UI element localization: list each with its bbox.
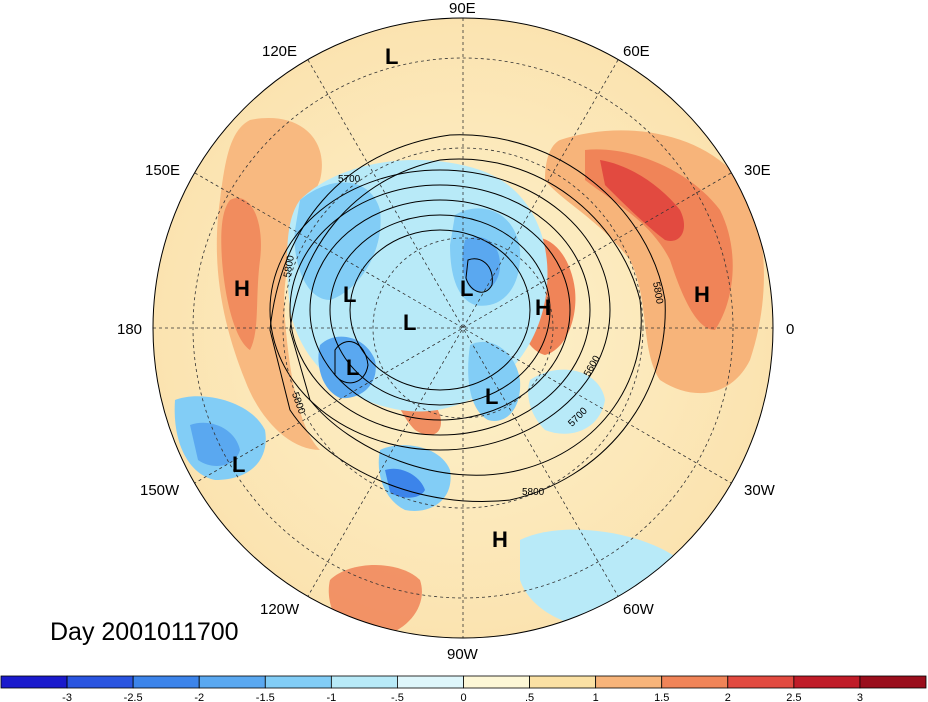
low-center-marker: L — [460, 276, 473, 301]
colorbar-tick-label: -3 — [62, 692, 72, 702]
high-center-marker: H — [694, 282, 710, 307]
height-contours — [269, 134, 666, 503]
low-center-marker: L — [485, 384, 498, 409]
colorbar-tick-label: 1 — [593, 692, 599, 702]
longitude-label-180: 180 — [117, 321, 142, 338]
longitude-labels: 90E 60E 30E 0 30W 60W 90W 120W 150W 180 … — [117, 0, 794, 663]
colorbar-tick-label: -.5 — [391, 692, 404, 702]
map-border — [152, 17, 774, 639]
colorbar-swatch — [859, 675, 927, 689]
colorbar-swatch — [330, 675, 398, 689]
colorbar-swatch — [661, 675, 729, 689]
cold-anomaly-hudson — [468, 341, 521, 421]
colorbar-tick-label: 0 — [460, 692, 466, 702]
warm-anomaly-europe-peak — [600, 160, 685, 241]
warm-anomaly-pacific-core — [221, 198, 261, 350]
low-center-marker: L — [346, 355, 359, 380]
longitude-label-90e: 90E — [449, 0, 476, 17]
graticule — [153, 18, 773, 638]
low-center-marker: L — [385, 44, 398, 69]
colorbar-tick-label: 2 — [725, 692, 731, 702]
colorbar-tick-label: 2.5 — [786, 692, 801, 702]
colorbar-swatch — [198, 675, 266, 689]
longitude-label-60e: 60E — [623, 43, 650, 60]
high-center-marker: H — [492, 527, 508, 552]
cold-anomaly-mid — [528, 369, 605, 434]
contour-label: 5800 — [650, 281, 665, 305]
colorbar-swatch — [0, 675, 68, 689]
colorbar-swatch — [264, 675, 332, 689]
colorbar-tick-label: 1.5 — [654, 692, 669, 702]
colorbar-tick-label: -1 — [326, 692, 336, 702]
cold-anomaly-siberia — [294, 182, 381, 300]
pressure-centers: L L L L L L L H H H H — [232, 44, 710, 552]
longitude-label-60w: 60W — [623, 601, 655, 618]
colorbar-swatch — [132, 675, 200, 689]
colorbar-tick-label: -2.5 — [124, 692, 143, 702]
colorbar-swatch — [595, 675, 663, 689]
low-center-marker: L — [343, 282, 356, 307]
longitude-label-120e: 120E — [262, 43, 297, 60]
longitude-label-0: 0 — [786, 321, 794, 338]
colorbar-tick-label: .5 — [525, 692, 534, 702]
longitude-label-150e: 150E — [145, 162, 180, 179]
low-center-marker: L — [232, 452, 245, 477]
high-center-marker: H — [535, 295, 551, 320]
colorbar: -3 -2.5 -2 -1.5 -1 -.5 0 .5 1 1.5 2 2.5 3 — [0, 675, 927, 702]
high-center-marker: H — [234, 276, 250, 301]
contour-label: 5700 — [338, 174, 361, 185]
contour-label: 5800 — [282, 254, 297, 278]
colorbar-tick-label: -2 — [194, 692, 204, 702]
longitude-label-30e: 30E — [744, 162, 771, 179]
cold-anomaly-pole-core — [462, 237, 500, 292]
colorbar-tick-label: 3 — [857, 692, 863, 702]
map-title: Day 2001011700 — [50, 618, 239, 646]
contour-label: 5800 — [522, 487, 545, 498]
cold-anomaly-west-us-core — [385, 468, 425, 498]
colorbar-swatch — [793, 675, 861, 689]
cold-anomaly-alaska — [318, 336, 376, 399]
longitude-label-150w: 150W — [140, 482, 180, 499]
colorbar-swatch — [529, 675, 597, 689]
colorbar-swatch — [66, 675, 134, 689]
cold-anomaly-npacific-core — [190, 422, 240, 466]
colorbar-swatch — [727, 675, 795, 689]
colorbar-swatch — [397, 675, 464, 689]
longitude-label-90w: 90W — [447, 646, 479, 663]
colorbar-tick-label: -1.5 — [256, 692, 275, 702]
longitude-label-30w: 30W — [744, 482, 776, 499]
longitude-label-120w: 120W — [260, 601, 300, 618]
low-center-marker: L — [403, 310, 416, 335]
colorbar-swatch — [463, 675, 530, 689]
